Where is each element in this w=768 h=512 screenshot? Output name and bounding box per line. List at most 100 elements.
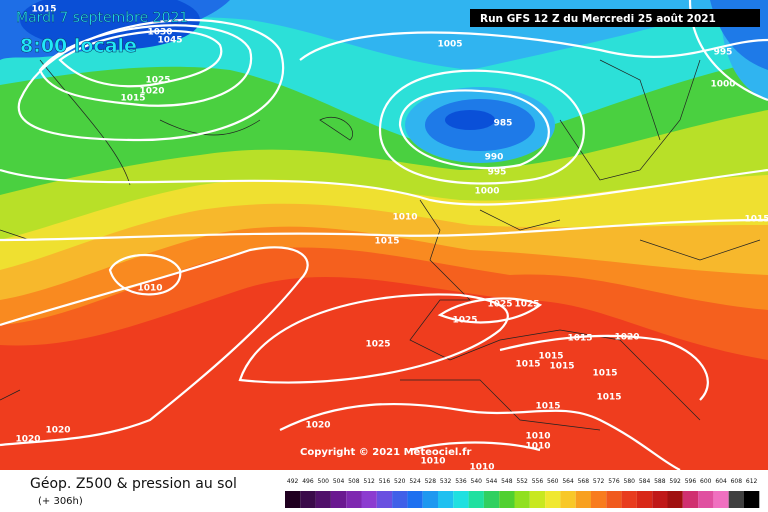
isobar-label: 1015 <box>515 360 540 370</box>
legend-swatch <box>346 491 362 508</box>
legend-swatch <box>575 491 591 508</box>
legend-label: 552 <box>516 478 528 485</box>
isobar-label: 1015 <box>596 393 621 403</box>
isobar-label: 995 <box>714 48 733 58</box>
legend-swatch <box>315 491 331 508</box>
isobar-label: 1045 <box>157 36 182 46</box>
legend-label: 564 <box>562 478 574 485</box>
isobar-label: 1015 <box>567 334 592 344</box>
isobar-label: 985 <box>494 119 513 129</box>
footer-title: Géop. Z500 & pression au sol <box>30 476 237 492</box>
legend-label: 588 <box>654 478 666 485</box>
legend-swatch <box>713 491 729 508</box>
legend-swatch <box>698 491 714 508</box>
legend-label: 492 <box>287 478 299 485</box>
legend-swatch <box>636 491 653 508</box>
legend-swatch <box>330 491 347 508</box>
isobar-label: 990 <box>485 153 504 163</box>
legend-swatch <box>728 491 744 508</box>
legend-label: 612 <box>746 478 758 485</box>
isobar-label: 1025 <box>487 300 512 310</box>
legend-label: 524 <box>409 478 421 485</box>
legend-swatch <box>606 491 622 508</box>
legend-label: 500 <box>318 478 330 485</box>
legend-label: 580 <box>624 478 636 485</box>
legend-swatch <box>560 491 576 508</box>
legend-swatch <box>407 491 423 508</box>
legend-swatch <box>499 491 515 508</box>
legend-label: 548 <box>501 478 513 485</box>
isobar-label: 1010 <box>525 442 550 452</box>
legend-swatch <box>514 491 530 508</box>
legend-swatch <box>468 491 484 508</box>
isobar-label: 1025 <box>145 76 170 86</box>
isobar-label: 1015 <box>535 402 560 412</box>
isobar-label: 1015 <box>744 215 768 225</box>
copyright: Copyright © 2021 Meteociel.fr <box>300 447 471 458</box>
legend-label: 584 <box>639 478 651 485</box>
isobar-label: 1020 <box>305 421 330 431</box>
isobar-labels: 1015103010451025102010151005995100098599… <box>15 5 768 473</box>
isobars <box>0 0 768 452</box>
legend-label: 556 <box>532 478 544 485</box>
legend-label: 532 <box>440 478 452 485</box>
isobar-label: 1025 <box>365 340 390 350</box>
legend-swatch <box>667 491 683 508</box>
isobar-label: 1015 <box>120 94 145 104</box>
isobar-label: 1015 <box>538 352 563 362</box>
legend-label: 592 <box>669 478 681 485</box>
legend-label: 528 <box>425 478 437 485</box>
legend-swatch <box>545 491 561 508</box>
isobar-label: 995 <box>488 168 507 178</box>
isobar-label: 1020 <box>139 87 164 97</box>
legend-swatch <box>453 491 469 508</box>
legend-label: 512 <box>363 478 375 485</box>
isobar-label: 1000 <box>474 187 499 197</box>
legend-label: 520 <box>394 478 406 485</box>
legend-label: 536 <box>455 478 467 485</box>
isobar-label: 1020 <box>614 333 639 343</box>
legend-label: 560 <box>547 478 559 485</box>
legend-swatch <box>744 491 760 508</box>
legend-swatch <box>483 491 500 508</box>
legend-label: 608 <box>731 478 743 485</box>
legend-swatch <box>621 491 637 508</box>
legend-swatch <box>376 491 393 508</box>
legend-swatch <box>285 491 301 508</box>
isobar-label: 1010 <box>469 463 494 473</box>
date: Mardi 7 septembre 2021 <box>16 10 188 26</box>
isobar-label: 1010 <box>525 432 550 442</box>
legend-swatch <box>529 491 546 508</box>
background-field <box>0 0 768 470</box>
run-info: Run GFS 12 Z du Mercredi 25 août 2021 <box>480 13 716 25</box>
run-box <box>470 9 760 27</box>
legend-label: 504 <box>333 478 345 485</box>
coastlines <box>0 59 761 431</box>
isobar-label: 1005 <box>437 40 462 50</box>
isobar-label: 1010 <box>137 284 162 294</box>
legend-label: 600 <box>700 478 712 485</box>
legend: 492 496 500 504 508 512 516 520 524 528 532 536 540 5… <box>285 478 760 508</box>
isobar-label: 1015 <box>31 5 56 15</box>
isobar-label: 1020 <box>45 426 70 436</box>
legend-swatch <box>682 491 699 508</box>
isobar-label: 1010 <box>392 213 417 223</box>
legend-label: 508 <box>348 478 360 485</box>
legend-swatch <box>300 491 316 508</box>
legend-label: 516 <box>379 478 391 485</box>
legend-label: 568 <box>578 478 590 485</box>
legend-label: 596 <box>685 478 697 485</box>
legend-swatch <box>591 491 607 508</box>
isobar-label: 1000 <box>710 80 735 90</box>
legend-label: 572 <box>593 478 605 485</box>
isobar-label: 1025 <box>452 316 477 326</box>
legend-swatch <box>438 491 454 508</box>
legend-label: 496 <box>302 478 314 485</box>
footer-lead: (+ 306h) <box>38 496 83 507</box>
legend-label: 540 <box>471 478 483 485</box>
isobar-label: 1025 <box>514 300 539 310</box>
isobar-label: 1030 <box>147 28 172 38</box>
legend-label: 604 <box>715 478 727 485</box>
isobar-label: 1020 <box>15 435 40 445</box>
